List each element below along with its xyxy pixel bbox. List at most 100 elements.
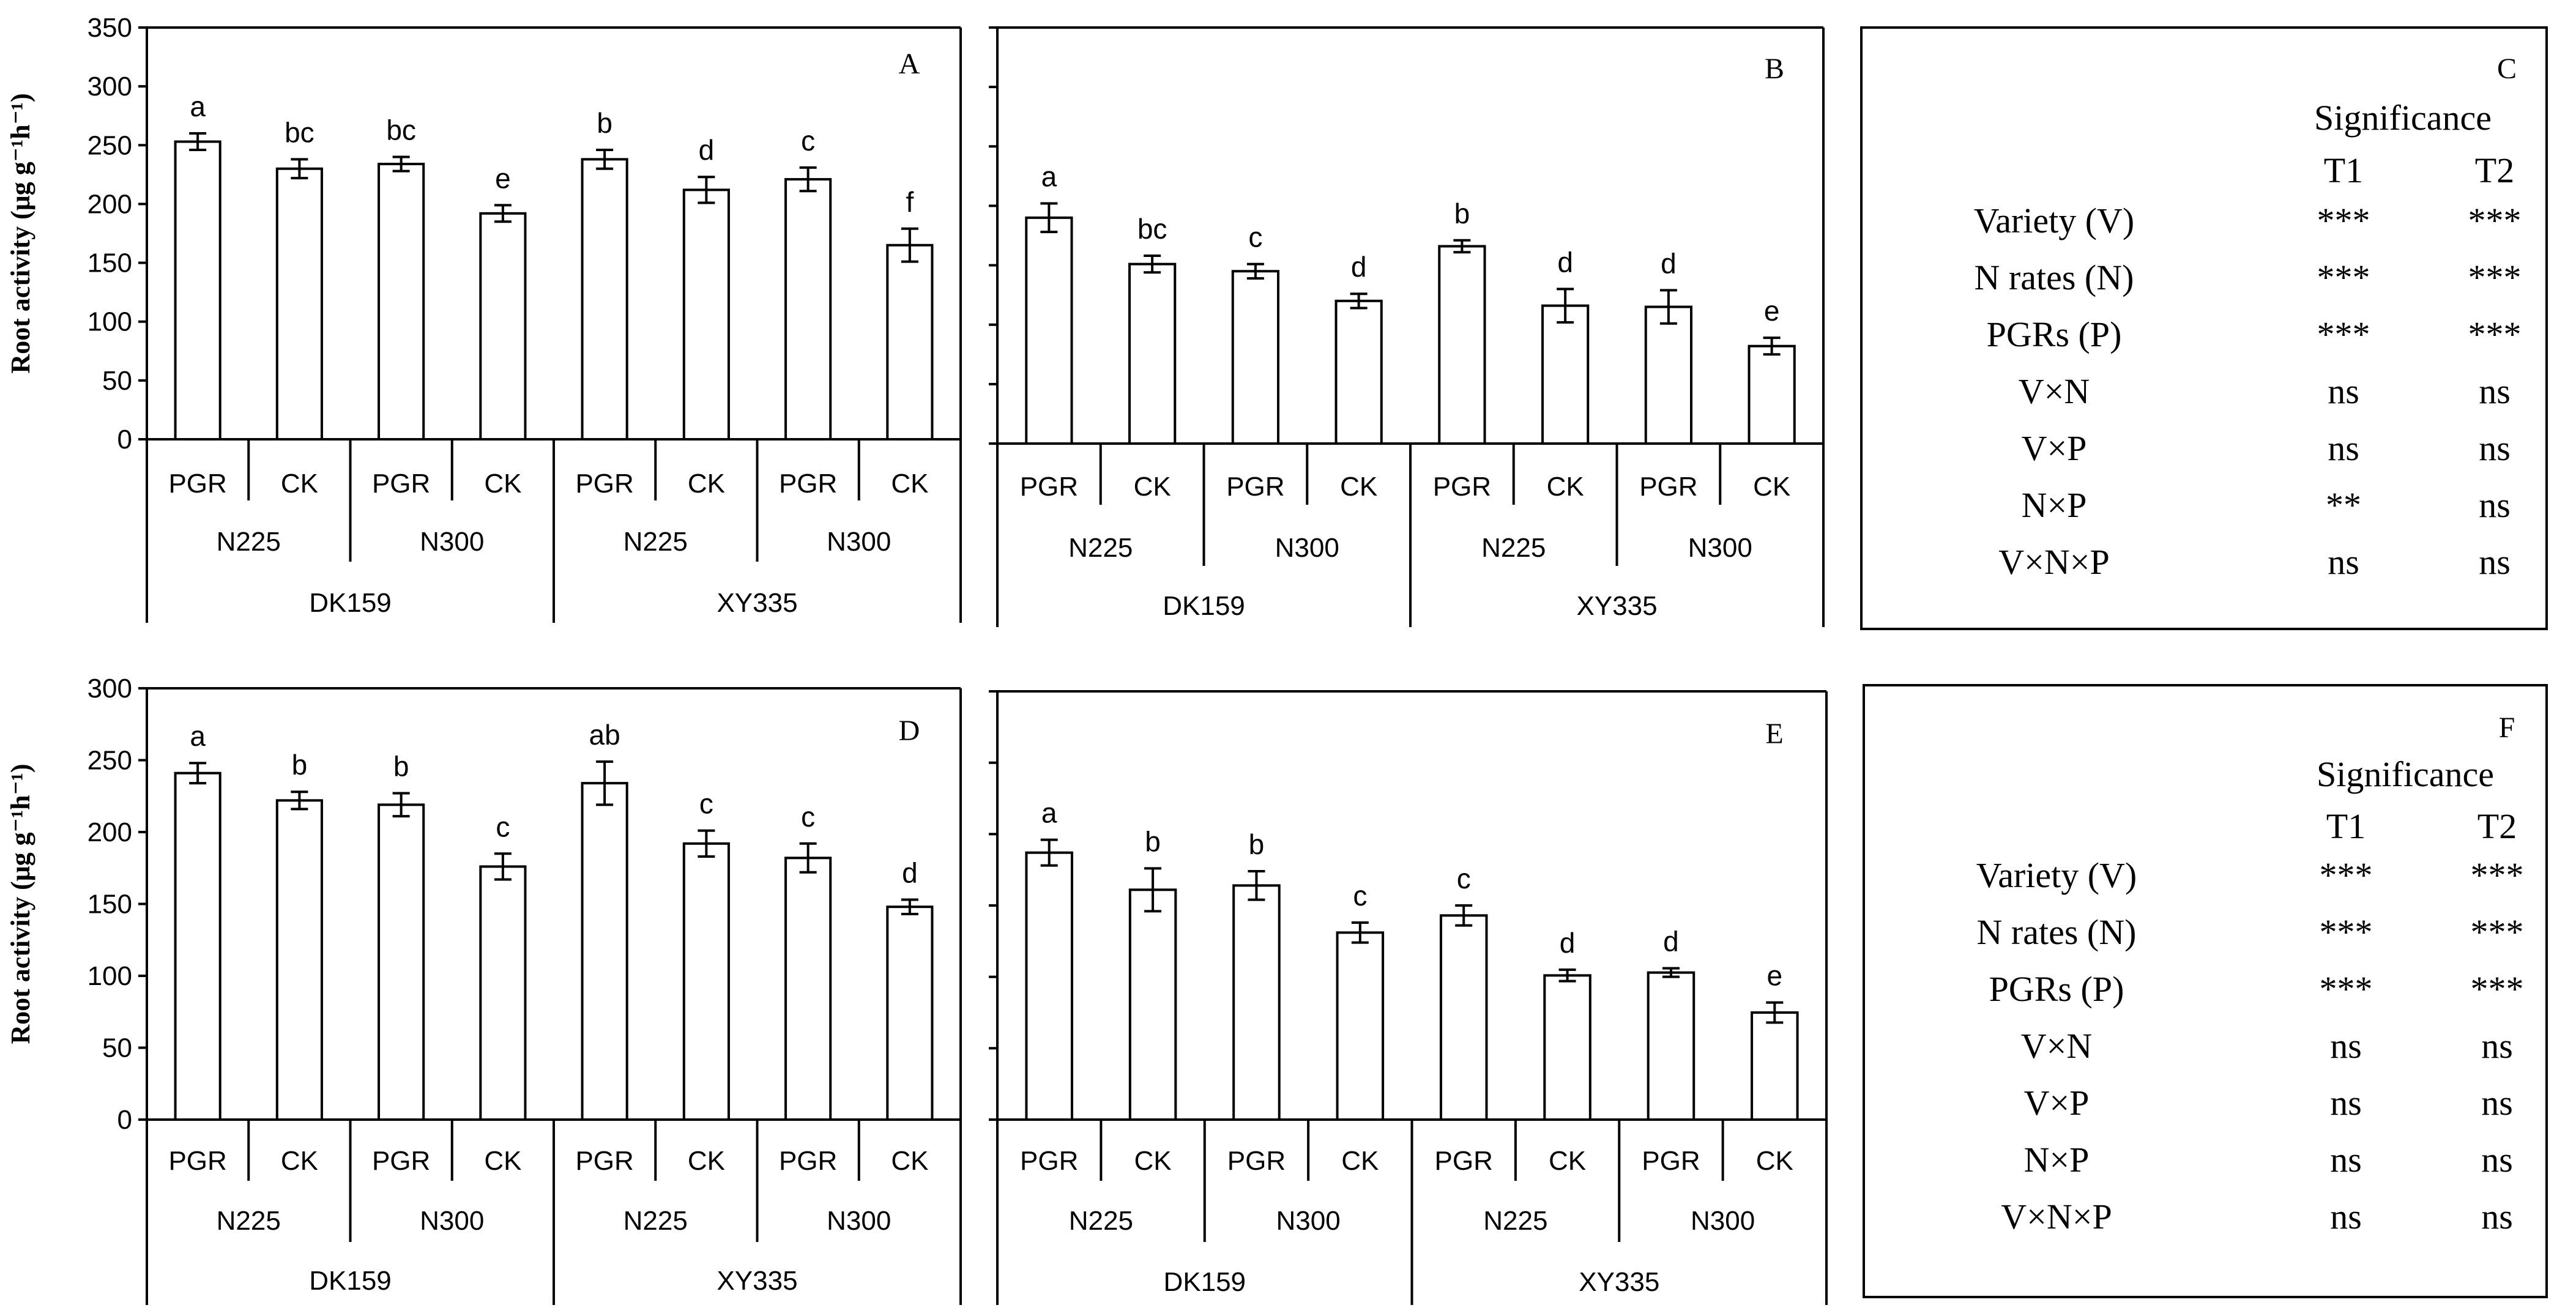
- significance-letter: b: [597, 107, 612, 139]
- treatment-label: PGR: [1227, 1146, 1286, 1176]
- significance-letter: e: [495, 162, 511, 194]
- significance-letter: c: [1353, 880, 1367, 912]
- significance-letter: b: [1454, 198, 1470, 229]
- significance-letter: e: [1767, 960, 1783, 992]
- treatment-label: CK: [1134, 1146, 1172, 1176]
- significance-t2: ns: [2481, 1026, 2513, 1066]
- treatment-label: CK: [688, 469, 725, 499]
- significance-letter: b: [1249, 828, 1265, 860]
- bar: [275, 799, 323, 1121]
- significance-letter: bc: [285, 116, 315, 148]
- bar: [1232, 884, 1281, 1121]
- nitrogen-group-label: N225: [217, 527, 281, 557]
- treatment-label: PGR: [1639, 472, 1697, 502]
- treatment-label: CK: [688, 1146, 725, 1176]
- significance-letter: c: [801, 801, 815, 833]
- treatment-label: CK: [281, 1146, 318, 1176]
- treatment-label: CK: [1756, 1146, 1793, 1176]
- factor-label: N rates (N): [1977, 912, 2137, 952]
- factor-label: V×N: [2021, 1026, 2092, 1066]
- y-tick-label: 300: [87, 674, 132, 704]
- bar: [275, 167, 323, 441]
- significance-t1: ns: [2330, 1140, 2362, 1180]
- treatment-label: PGR: [1020, 1146, 1078, 1176]
- y-tick-label: 250: [87, 746, 132, 776]
- y-tick-label: 300: [87, 72, 132, 102]
- variety-group-label: XY335: [717, 588, 797, 618]
- column-header-t1: T1: [2326, 806, 2366, 846]
- treatment-label: CK: [1549, 1146, 1586, 1176]
- nitrogen-group-label: N300: [420, 527, 484, 557]
- significance-t1: ns: [2328, 428, 2359, 468]
- significance-t2: ns: [2479, 542, 2511, 582]
- treatment-label: CK: [484, 1146, 521, 1176]
- treatment-label: CK: [1134, 472, 1171, 502]
- panel-label: D: [899, 715, 920, 747]
- column-header-t2: T2: [2475, 151, 2514, 190]
- y-tick-label: 50: [102, 1033, 132, 1063]
- panel-label: F: [2499, 712, 2515, 744]
- significance-letter: a: [1041, 797, 1057, 829]
- y-tick-label: 200: [87, 189, 132, 219]
- y-tick-label: 350: [87, 13, 132, 43]
- significance-t1: ns: [2330, 1083, 2362, 1123]
- panel-label: B: [1765, 53, 1784, 85]
- significance-letter: bc: [1137, 213, 1167, 245]
- significance-t2: ns: [2479, 371, 2511, 411]
- treatment-label: CK: [1341, 1146, 1379, 1176]
- bar: [1748, 344, 1796, 445]
- significance-letter: b: [393, 751, 409, 783]
- significance-letter: d: [1557, 246, 1573, 278]
- treatment-label: PGR: [779, 1146, 837, 1176]
- factor-label: N rates (N): [1975, 258, 2134, 297]
- significance-t1: ns: [2328, 371, 2359, 411]
- significance-letter: b: [1145, 825, 1161, 857]
- y-tick-label: 250: [87, 130, 132, 160]
- significance-letter: c: [496, 811, 510, 842]
- y-tick-label: 100: [87, 961, 132, 991]
- factor-label: Variety (V): [1974, 201, 2135, 240]
- bar: [1128, 888, 1177, 1121]
- bar: [682, 188, 730, 441]
- treatment-label: PGR: [1642, 1146, 1700, 1176]
- nitrogen-group-label: N300: [420, 1206, 484, 1236]
- treatment-label: PGR: [1435, 1146, 1493, 1176]
- significance-letter: ab: [589, 719, 620, 751]
- significance-table-frame: [1860, 26, 2548, 630]
- treatment-label: PGR: [168, 469, 226, 499]
- y-axis-label: Root activity (μg g⁻¹h⁻¹): [6, 93, 35, 373]
- treatment-label: CK: [1547, 472, 1584, 502]
- y-tick-label: 0: [117, 425, 132, 455]
- treatment-label: PGR: [372, 469, 430, 499]
- significance-t2: ns: [2479, 428, 2511, 468]
- nitrogen-group-label: N300: [827, 527, 891, 557]
- treatment-label: PGR: [168, 1146, 226, 1176]
- nitrogen-group-label: N300: [1691, 1206, 1755, 1236]
- nitrogen-group-label: N225: [1481, 533, 1546, 563]
- nitrogen-group-label: N300: [1688, 533, 1752, 563]
- bar: [682, 842, 730, 1121]
- column-header-t1: T1: [2324, 151, 2363, 190]
- panel-label: E: [1765, 718, 1783, 750]
- factor-label: PGRs (P): [1987, 314, 2122, 354]
- y-tick-label: 150: [87, 248, 132, 278]
- bar: [886, 243, 934, 441]
- significance-t2: ns: [2479, 485, 2511, 525]
- significance-header: Significance: [2317, 754, 2494, 794]
- significance-t1: ***: [2320, 969, 2373, 1009]
- treatment-label: CK: [281, 469, 318, 499]
- treatment-label: CK: [891, 469, 928, 499]
- significance-letter: c: [801, 125, 815, 157]
- factor-label: Variety (V): [1976, 855, 2137, 895]
- bar: [784, 857, 832, 1121]
- significance-t2: ns: [2481, 1197, 2513, 1236]
- treatment-label: PGR: [1226, 472, 1284, 502]
- significance-t2: ***: [2471, 912, 2524, 952]
- significance-letter: a: [190, 720, 206, 752]
- significance-t2: ***: [2471, 969, 2524, 1009]
- y-tick-label: 150: [87, 890, 132, 920]
- significance-letter: a: [190, 91, 206, 122]
- variety-group-label: DK159: [1163, 1267, 1246, 1297]
